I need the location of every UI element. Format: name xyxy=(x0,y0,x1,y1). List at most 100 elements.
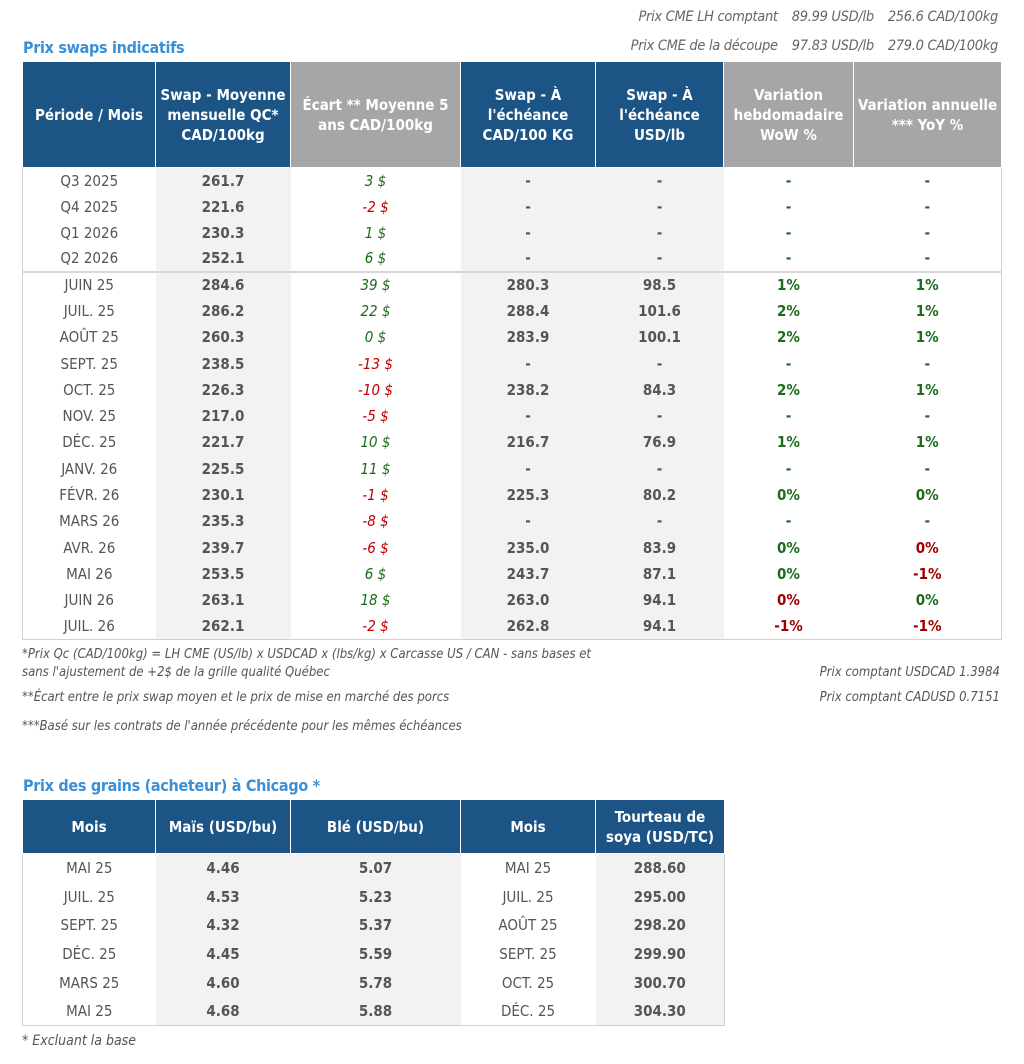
cell-col-4: - xyxy=(595,167,724,194)
cell-col-1: 239.7 xyxy=(155,534,291,561)
cell-col-4: 94.1 xyxy=(595,587,724,614)
cme-lh-line: Prix CME LH comptant 89.99 USD/lb 256.6 … xyxy=(638,9,998,25)
table-row: FÉVR. 26 230.1 -1 $ 225.3 80.2 0% 0% xyxy=(23,481,1002,509)
cell-col-0: AVR. 26 xyxy=(63,538,116,557)
cell-col-4: - xyxy=(595,219,724,246)
cell-col-1: 4.46 xyxy=(155,853,291,883)
cell-col-1: 235.3 xyxy=(155,508,291,535)
cell-col-5: 2% xyxy=(777,328,800,347)
cell-col-1: 4.60 xyxy=(155,968,291,997)
cell-col-0: SEPT. 25 xyxy=(60,916,118,935)
cell-col-3: - xyxy=(460,508,596,535)
grains-table: Mois Maïs (USD/bu) Blé (USD/bu) Mois Tou… xyxy=(22,799,725,1027)
cell-col-1: 230.3 xyxy=(155,219,291,246)
table-row: SEPT. 25 4.32 5.37 AOÛT 25 298.20 xyxy=(23,910,725,940)
header-swap-cad: Swap - À l'échéance CAD/100 KG xyxy=(460,61,596,168)
cell-col-0: AOÛT 25 xyxy=(59,328,119,347)
cell-col-2: -6 $ xyxy=(362,538,389,557)
cell-col-3: 263.0 xyxy=(460,587,596,614)
cell-col-4: 83.9 xyxy=(595,534,724,561)
cell-col-2: 5.59 xyxy=(290,939,461,969)
cell-col-4: 295.00 xyxy=(595,882,725,911)
cell-col-1: 225.5 xyxy=(155,455,291,482)
cell-col-3: - xyxy=(460,245,596,272)
cme-cutout-label: Prix CME de la découpe xyxy=(630,38,778,54)
cell-col-5: - xyxy=(785,171,792,190)
footnote-1b: sans l'ajustement de +2$ de la grille qu… xyxy=(22,665,330,680)
header-wow: Variation hebdomadaire WoW % xyxy=(723,61,854,168)
cell-col-3: - xyxy=(460,193,596,220)
table-row: Q4 2025 221.6 -2 $ - - - - xyxy=(23,193,1002,220)
cell-col-0: JUIL. 25 xyxy=(63,301,115,320)
cell-col-0: Q2 2026 xyxy=(60,249,119,267)
header-soymeal: Tourteau de soya (USD/TC) xyxy=(595,799,725,854)
cell-col-4: 298.20 xyxy=(595,910,725,940)
cell-col-4: 300.70 xyxy=(595,968,725,997)
cell-col-3: JUIL. 25 xyxy=(502,887,554,906)
cme-cutout-cad: 279.0 CAD/100kg xyxy=(887,38,998,54)
cell-col-1: 238.5 xyxy=(155,350,291,377)
cell-col-3: 238.2 xyxy=(460,376,596,403)
cell-col-1: 253.5 xyxy=(155,560,291,588)
cell-col-1: 263.1 xyxy=(155,587,291,614)
cell-col-3: - xyxy=(460,219,596,246)
cell-col-5: -1% xyxy=(774,617,803,636)
cell-col-1: 252.1 xyxy=(155,245,291,272)
cell-col-0: NOV. 25 xyxy=(62,407,116,426)
cell-col-0: MAI 26 xyxy=(66,564,113,583)
cell-col-0: JUIN 26 xyxy=(64,591,114,610)
cell-col-5: 0% xyxy=(777,564,800,583)
cell-col-5: - xyxy=(785,459,792,478)
cell-col-5: - xyxy=(785,197,792,216)
cell-col-3: 288.4 xyxy=(460,297,596,325)
cell-col-4: 299.90 xyxy=(595,939,725,969)
cell-col-6: -1% xyxy=(912,617,942,636)
cell-col-3: OCT. 25 xyxy=(501,973,555,992)
header-month: Mois xyxy=(22,799,156,854)
cell-col-0: Q3 2025 xyxy=(60,171,119,190)
cell-col-1: 4.68 xyxy=(155,996,291,1026)
cell-col-3: 262.8 xyxy=(460,613,596,640)
cme-lh-label: Prix CME LH comptant xyxy=(638,9,778,25)
table-row: NOV. 25 217.0 -5 $ - - - - xyxy=(23,402,1002,430)
table-row: Q1 2026 230.3 1 $ - - - - xyxy=(23,219,1002,246)
table-row: Q2 2026 252.1 6 $ - - - - xyxy=(23,245,1002,272)
cell-col-5: 2% xyxy=(777,301,800,320)
table-row: JUIL. 25 4.53 5.23 JUIL. 25 295.00 xyxy=(23,882,725,911)
cell-col-5: - xyxy=(785,249,792,267)
table-row: JANV. 26 225.5 11 $ - - - - xyxy=(23,455,1002,482)
cell-col-3: 235.0 xyxy=(460,534,596,561)
cell-col-4: 94.1 xyxy=(595,613,724,640)
cell-col-2: -5 $ xyxy=(362,407,389,426)
cell-col-1: 226.3 xyxy=(155,376,291,403)
table-row: MAI 25 4.46 5.07 MAI 25 288.60 xyxy=(23,853,725,883)
cell-col-2: 10 $ xyxy=(360,433,391,452)
footnote-3: ***Basé sur les contrats de l'année préc… xyxy=(22,719,462,734)
grains-title: Prix des grains (acheteur) à Chicago * xyxy=(23,776,320,795)
cell-col-1: 260.3 xyxy=(155,324,291,351)
cell-col-2: 5.78 xyxy=(290,968,461,997)
cell-col-2: 5.07 xyxy=(290,853,461,883)
cell-col-2: 11 $ xyxy=(360,459,391,478)
cell-col-2: 1 $ xyxy=(364,223,387,242)
cell-col-0: SEPT. 25 xyxy=(60,354,118,373)
cell-col-0: Q1 2026 xyxy=(60,223,119,242)
cell-col-1: 4.32 xyxy=(155,910,291,940)
table-row: Q3 2025 261.7 3 $ - - - - xyxy=(23,167,1002,194)
cell-col-0: MARS 25 xyxy=(59,973,120,992)
table-row: AOÛT 25 260.3 0 $ 283.9 100.1 2% 1% xyxy=(23,324,1002,351)
cell-col-2: 5.23 xyxy=(290,882,461,911)
footnote-2: **Écart entre le prix swap moyen et le p… xyxy=(22,690,450,705)
cell-col-2: 39 $ xyxy=(360,276,391,295)
cell-col-2: -1 $ xyxy=(362,486,389,505)
header-corn: Maïs (USD/bu) xyxy=(155,799,291,854)
cell-col-5: - xyxy=(785,354,792,373)
cell-col-3: AOÛT 25 xyxy=(498,916,558,935)
cell-col-1: 217.0 xyxy=(155,402,291,430)
cell-col-6: 1% xyxy=(915,380,939,399)
cell-col-6: 1% xyxy=(915,433,939,452)
cell-col-4: - xyxy=(595,245,724,272)
cell-col-6: 1% xyxy=(915,276,939,295)
cell-col-5: 0% xyxy=(777,538,800,557)
cell-col-5: 0% xyxy=(777,591,800,610)
